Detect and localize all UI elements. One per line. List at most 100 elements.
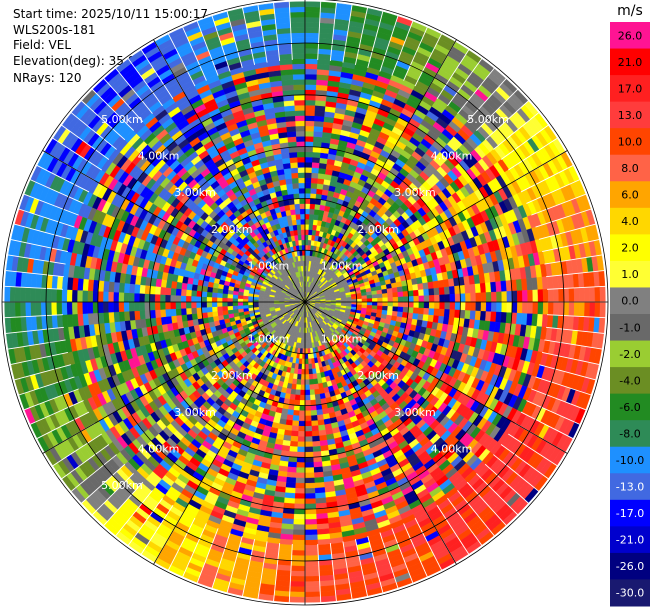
- velocity-gate: [308, 363, 313, 370]
- velocity-gate: [309, 203, 316, 210]
- velocity-gate: [584, 286, 591, 303]
- velocity-gate: [304, 400, 311, 406]
- velocity-gate: [382, 293, 389, 299]
- velocity-gate: [304, 539, 318, 546]
- velocity-gate: [428, 308, 435, 316]
- ray-gap: [354, 5, 369, 65]
- velocity-gate: [304, 374, 310, 380]
- velocity-gate: [313, 136, 323, 143]
- velocity-gate: [316, 188, 324, 195]
- velocity-gate: [298, 410, 306, 417]
- velocity-gate: [304, 89, 317, 96]
- velocity-gate: [286, 414, 294, 421]
- velocity-gate: [599, 301, 606, 318]
- velocity-gate: [297, 425, 306, 432]
- velocity-gate: [500, 280, 507, 292]
- velocity-gate: [521, 301, 528, 314]
- velocity-gate: [304, 518, 317, 525]
- velocity-gate: [304, 218, 310, 225]
- velocity-gate: [304, 596, 321, 603]
- velocity-gate: [304, 482, 316, 489]
- velocity-gate: [391, 287, 398, 294]
- velocity-gate: [304, 394, 311, 401]
- velocity-gate: [490, 301, 497, 313]
- velocity-gate: [423, 288, 430, 297]
- velocity-gate: [304, 498, 316, 505]
- ray-gap: [403, 25, 429, 81]
- velocity-gate: [304, 208, 311, 215]
- velocity-gate: [428, 294, 435, 303]
- ray-gap: [367, 9, 384, 68]
- velocity-gate: [309, 213, 315, 220]
- velocity-gate: [296, 456, 306, 463]
- velocity-gate: [311, 162, 320, 169]
- velocity-gate: [578, 301, 585, 317]
- velocity-gate: [304, 560, 320, 567]
- velocity-gate: [304, 110, 316, 117]
- velocity-gate: [291, 544, 306, 551]
- velocity-gate: [294, 394, 301, 401]
- velocity-gate: [312, 151, 321, 159]
- velocity-gate: [361, 295, 368, 300]
- velocity-gate: [290, 565, 306, 572]
- velocity-gate: [527, 301, 534, 315]
- velocity-gate: [304, 586, 321, 593]
- ray-gap: [544, 339, 605, 350]
- velocity-gate: [293, 508, 306, 515]
- velocity-gate: [285, 482, 296, 489]
- velocity-gate: [304, 565, 320, 572]
- velocity-gate: [292, 415, 300, 422]
- velocity-gate: [521, 290, 528, 303]
- velocity-gate: [296, 446, 306, 453]
- velocity-gate: [304, 16, 321, 23]
- velocity-gate: [304, 368, 310, 375]
- velocity-gate: [304, 115, 316, 122]
- velocity-gate: [527, 289, 534, 303]
- velocity-gate: [351, 299, 358, 303]
- velocity-gate: [479, 310, 487, 322]
- velocity-gate: [313, 388, 320, 395]
- velocity-gate: [480, 292, 487, 303]
- velocity-gate: [392, 306, 399, 312]
- ray-gap: [329, 0, 338, 61]
- ray-gap: [547, 285, 608, 290]
- velocity-gate: [293, 518, 306, 525]
- velocity-gate: [310, 404, 317, 411]
- velocity-gate: [273, 595, 290, 603]
- velocity-gate: [553, 301, 560, 316]
- velocity-gate: [304, 436, 313, 443]
- velocity-gate: [423, 295, 430, 303]
- velocity-gate: [304, 229, 310, 236]
- velocity-gate: [366, 298, 373, 303]
- velocity-gate: [316, 183, 324, 190]
- velocity-gate: [397, 296, 404, 303]
- velocity-gate: [407, 307, 414, 314]
- velocity-gate: [299, 394, 306, 401]
- velocity-gate: [403, 296, 409, 303]
- velocity-gate: [516, 301, 523, 314]
- velocity-gate: [547, 288, 554, 303]
- velocity-gate: [459, 301, 466, 311]
- velocity-gate: [304, 358, 309, 365]
- velocity-gate: [304, 125, 315, 132]
- velocity-gate: [397, 291, 404, 298]
- velocity-gate: [310, 182, 318, 189]
- velocity-gate: [304, 203, 311, 210]
- velocity-gate: [304, 182, 312, 189]
- velocity-gate: [382, 301, 389, 307]
- velocity-gate: [387, 306, 394, 312]
- velocity-gate: [310, 177, 319, 184]
- velocity-gate: [396, 286, 404, 293]
- velocity-gate: [469, 283, 476, 294]
- velocity-gate: [444, 301, 451, 310]
- velocity-gate: [485, 282, 492, 293]
- velocity-gate: [304, 363, 309, 370]
- velocity-gate: [542, 289, 549, 303]
- velocity-gate: [292, 409, 300, 417]
- velocity-gate: [313, 466, 324, 473]
- ray-gap: [379, 13, 400, 72]
- velocity-gate: [295, 472, 306, 479]
- velocity-gate: [313, 461, 323, 468]
- nrays-label: NRays: 120: [13, 71, 82, 85]
- velocity-gate: [304, 544, 319, 551]
